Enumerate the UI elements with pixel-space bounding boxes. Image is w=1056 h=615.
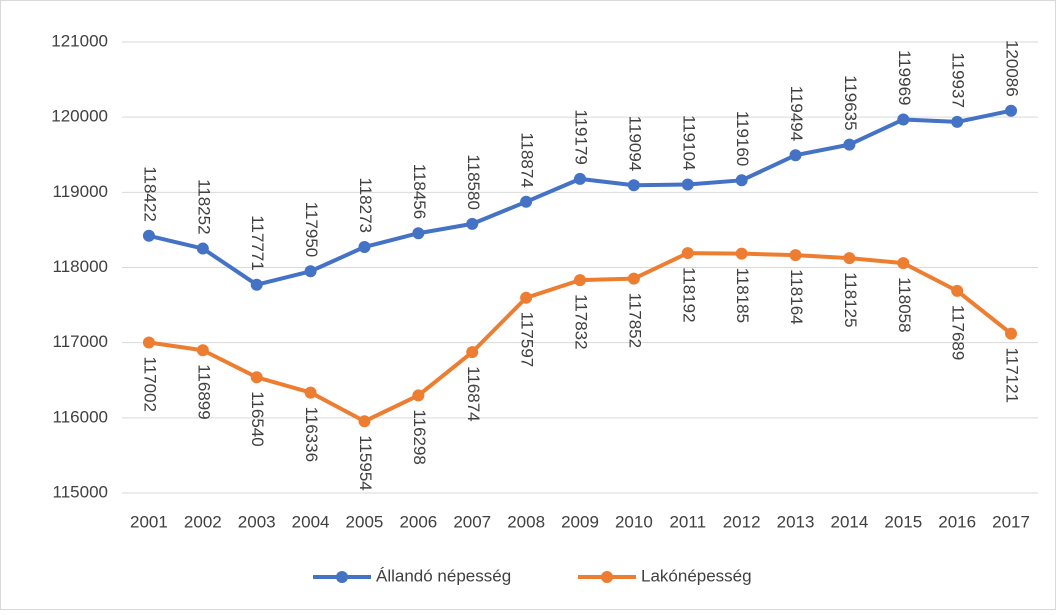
data-label: 118185 <box>733 268 752 323</box>
point <box>843 138 856 151</box>
point <box>789 149 802 162</box>
y-tick-label: 115000 <box>53 482 108 501</box>
point <box>196 242 209 255</box>
x-tick-label: 2011 <box>669 512 706 531</box>
x-tick-label: 2007 <box>453 512 491 531</box>
x-tick-label: 2017 <box>992 512 1030 531</box>
point <box>951 115 964 128</box>
data-label: 119104 <box>679 115 698 170</box>
point <box>304 386 317 399</box>
x-tick-label: 2004 <box>292 512 330 531</box>
y-tick-label: 119000 <box>53 182 108 201</box>
data-label: 117852 <box>625 293 644 348</box>
data-label: 115954 <box>356 435 375 490</box>
point <box>1005 104 1018 117</box>
point <box>574 274 586 287</box>
legend-marker <box>601 571 613 583</box>
x-tick-label: 2013 <box>777 512 815 531</box>
data-label: 118273 <box>356 178 375 233</box>
x-tick-label: 2009 <box>561 512 599 531</box>
point <box>466 217 479 230</box>
data-label: 119094 <box>625 116 644 171</box>
data-label: 118164 <box>787 269 806 324</box>
x-tick-label: 2012 <box>723 512 761 531</box>
y-tick-label: 120000 <box>51 107 108 126</box>
x-tick-label: 2003 <box>238 512 276 531</box>
point <box>412 389 425 402</box>
point <box>627 179 640 192</box>
x-tick-label: 2002 <box>184 512 222 531</box>
point <box>142 229 155 242</box>
legend-label: Lakónépesség <box>641 566 752 585</box>
point <box>951 284 964 297</box>
data-label: 117597 <box>518 312 537 367</box>
y-tick-label: 117000 <box>53 332 108 351</box>
x-tick-label: 2005 <box>346 512 384 531</box>
point <box>520 291 533 304</box>
point <box>250 278 263 291</box>
point <box>897 113 910 126</box>
data-label: 118456 <box>410 164 429 219</box>
point <box>735 174 748 187</box>
data-label: 119494 <box>787 86 806 141</box>
x-tick-label: 2006 <box>399 512 437 531</box>
point <box>735 247 748 260</box>
data-label: 117771 <box>248 215 267 270</box>
data-label: 117002 <box>140 357 159 412</box>
point <box>681 178 694 191</box>
data-label: 118192 <box>679 267 698 322</box>
point <box>574 172 586 185</box>
point <box>627 272 640 285</box>
data-label: 117950 <box>302 202 321 257</box>
point <box>1005 327 1018 340</box>
data-label: 119160 <box>733 111 752 166</box>
y-tick-label: 118000 <box>53 257 108 276</box>
point <box>897 257 910 270</box>
point <box>358 240 371 253</box>
point <box>843 252 856 265</box>
x-tick-label: 2001 <box>130 512 168 531</box>
point <box>142 336 155 349</box>
x-tick-label: 2010 <box>615 512 653 531</box>
data-label: 116540 <box>248 391 267 446</box>
point <box>412 227 425 240</box>
data-label: 118058 <box>895 277 914 332</box>
point <box>358 415 371 428</box>
legend-marker <box>336 571 348 583</box>
data-label: 116899 <box>194 364 213 419</box>
data-label: 118252 <box>194 179 213 234</box>
data-label: 118874 <box>518 132 537 187</box>
data-label: 118580 <box>464 154 483 209</box>
data-label: 118125 <box>841 272 860 327</box>
data-label: 119969 <box>895 50 914 105</box>
data-label: 119635 <box>841 75 860 130</box>
point <box>466 346 479 359</box>
point <box>250 371 263 384</box>
data-label: 117832 <box>572 294 591 349</box>
x-tick-label: 2015 <box>884 512 922 531</box>
point <box>196 344 209 357</box>
x-tick-label: 2008 <box>507 512 545 531</box>
point <box>304 265 317 278</box>
point <box>789 249 802 262</box>
x-tick-label: 2016 <box>938 512 976 531</box>
data-label: 119179 <box>572 109 591 164</box>
point <box>520 195 533 208</box>
data-label: 117121 <box>1003 348 1022 403</box>
x-tick-label: 2014 <box>830 512 868 531</box>
data-label: 118422 <box>140 166 159 221</box>
data-label: 116298 <box>410 409 429 464</box>
data-label: 119937 <box>949 52 968 107</box>
y-tick-label: 121000 <box>51 31 108 50</box>
data-label: 120086 <box>1003 40 1022 97</box>
point <box>681 247 694 260</box>
legend-label: Állandó népesség <box>376 566 511 585</box>
y-tick-label: 116000 <box>53 407 108 426</box>
data-label: 117689 <box>949 305 968 360</box>
data-label: 116874 <box>464 366 483 421</box>
data-label: 116336 <box>302 407 321 462</box>
